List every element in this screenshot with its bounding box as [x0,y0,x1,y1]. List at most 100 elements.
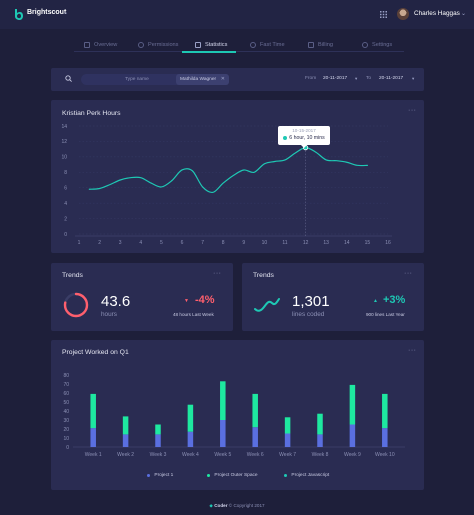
permissions-icon [138,42,144,48]
x-tick-label: 7 [201,240,204,246]
bar [252,393,258,428]
bar [284,433,291,447]
tab-bar: Overview Permissions Statistics Fast Tim… [74,38,404,52]
tab-label: Billing [318,42,333,48]
bar [122,416,129,435]
statistics-icon [195,42,201,48]
x-tick-label: 1 [78,240,81,246]
tooltip-value: 6 hour, 10 mins [289,135,325,141]
card-title: Trends [253,272,274,279]
from-date-select[interactable]: 20-11-2017 [323,76,348,81]
trend-card-lines: Trends ··· 1,301 lines coded ▲ +3% 900 l… [242,263,424,331]
chevron-down-icon[interactable]: ▾ [355,76,358,81]
x-tick-label: Week 6 [247,452,264,458]
from-label: From [305,76,317,81]
tab-settings[interactable]: Settings [362,38,392,52]
footer: ◆ Coder © Copyright 2017 [0,503,474,509]
bar [382,428,388,447]
x-tick-label: 10 [262,240,268,246]
more-options-icon[interactable]: ··· [408,347,417,354]
clock-icon [250,42,256,48]
tooltip-tail [301,145,307,148]
lines-change: +3% [383,294,406,306]
search-icon [65,75,72,82]
legend-dot [207,473,211,478]
y-tick-label: 40 [63,409,69,415]
x-tick-label: 3 [119,240,122,246]
perk-hours-card: Kristian Perk Hours ··· [51,100,424,253]
y-tick-label: 30 [63,418,69,424]
bar [252,427,258,447]
x-tick-label: 6 [181,240,184,246]
footer-copyright: © Copyright 2017 [228,503,265,508]
bar [90,428,96,447]
y-tick-label: 20 [63,427,69,433]
avatar[interactable] [397,8,409,20]
legend-item-outer-space[interactable]: Project Outer Space [207,473,258,478]
tooltip-date: 10-15-2017 [292,128,316,133]
hours-unit: hours [101,311,117,318]
arrow-up-icon: ▲ [373,298,378,304]
filter-chip[interactable]: Mathilda Wagner ✕ [176,74,229,85]
card-title: Kristian Perk Hours [62,110,121,117]
y-tick-label: 12 [61,139,67,145]
legend-item-javascript[interactable]: Project Javascript [284,473,329,478]
y-tick-label: 0 [64,232,67,238]
more-options-icon[interactable]: ··· [408,107,417,114]
bar [187,404,194,432]
legend-label: Project Outer Space [214,473,258,478]
search-input[interactable] [81,74,216,85]
chevron-down-icon[interactable]: ⌄ [63,10,69,16]
chip-label: Mathilda Wagner [180,77,217,82]
close-icon[interactable]: ✕ [220,76,225,82]
hours-value: 43.6 [101,293,131,310]
top-bar [0,0,474,29]
tab-fast-time[interactable]: Fast Time [250,38,285,52]
chevron-down-icon[interactable]: ▾ [412,76,415,81]
legend-dot [147,473,151,478]
bar [90,393,96,429]
hours-change: -4% [195,294,215,306]
tab-label: Permissions [148,42,179,48]
projects-card: Project Worked on Q1 ··· Project 1 Proje… [51,340,424,490]
x-tick-label: 12 [303,240,309,246]
tab-label: Settings [372,42,393,48]
footer-logo-icon: ◆ [209,503,213,508]
y-tick-label: 0 [66,445,69,451]
bar [284,417,291,434]
x-tick-label: 11 [282,240,287,246]
chevron-down-icon[interactable]: ⌄ [461,11,467,17]
apps-grid-icon[interactable] [380,11,387,18]
bar [317,413,323,435]
bar [220,420,226,447]
x-tick-label: 14 [344,240,350,246]
x-tick-label: 5 [160,240,163,246]
x-tick-label: Week 7 [279,452,296,458]
user-name[interactable]: Charles Haggas [414,10,460,17]
tooltip-dot [283,135,288,140]
y-tick-label: 14 [61,124,67,130]
x-tick-label: Week 9 [344,452,361,458]
bar [155,424,161,435]
bar [187,431,194,447]
filter-bar: Mathilda Wagner ✕ From 20-11-2017 ▾ To 2… [51,68,424,91]
y-tick-label: 2 [64,216,67,222]
brand-name[interactable]: Brightscout [27,9,67,16]
tab-permissions[interactable]: Permissions [138,38,178,52]
tab-billing[interactable]: Billing [308,38,333,52]
more-options-icon[interactable]: ··· [213,270,222,277]
trend-card-hours: Trends ··· 43.6 hours ▼ -4% 48 hours Las… [51,263,233,331]
x-tick-label: 16 [385,240,391,246]
more-options-icon[interactable]: ··· [404,270,413,277]
to-date-select[interactable]: 20-11-2017 [379,76,404,81]
bar-chart: 0 10 20 30 40 50 60 70 80 Week 1 Week 2 Week 3 Week … [63,373,405,458]
chart-tooltip: 10-15-2017 6 hour, 10 mins [278,126,330,145]
tab-statistics[interactable]: Statistics [195,38,227,52]
tab-overview[interactable]: Overview [84,38,117,52]
bar [317,434,323,447]
y-tick-label: 6 [64,186,67,192]
progress-ring-icon [63,292,89,318]
legend-item-project-1[interactable]: Project 1 [147,473,173,478]
x-tick-label: Week 2 [117,452,134,458]
x-tick-label: 4 [139,240,142,246]
